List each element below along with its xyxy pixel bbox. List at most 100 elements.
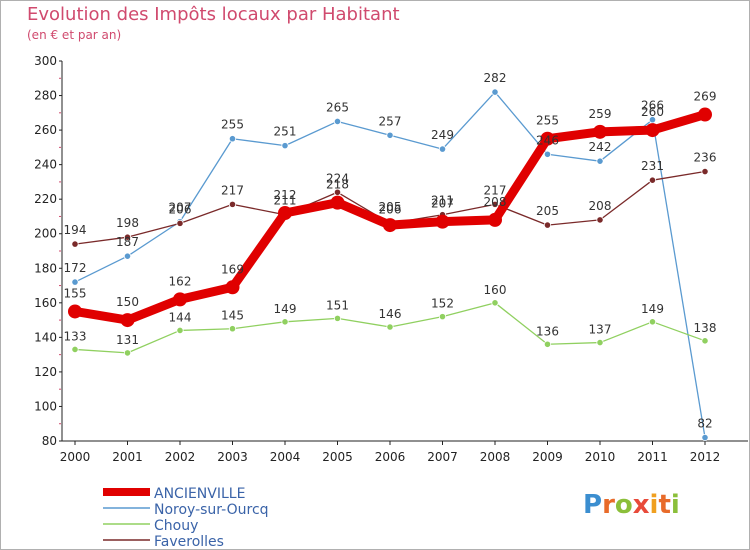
y-tick-label: 280	[34, 89, 57, 103]
data-label: 149	[274, 302, 297, 316]
data-label: 211	[431, 194, 454, 208]
data-label: 160	[484, 283, 507, 297]
data-point	[228, 135, 237, 143]
data-point	[123, 252, 132, 260]
y-tick-label: 260	[34, 123, 57, 137]
logo-letter: r	[602, 490, 615, 520]
data-point	[488, 212, 502, 227]
data-point	[596, 157, 604, 165]
x-tick-label: 2004	[270, 450, 301, 464]
y-tick-label: 140	[34, 330, 57, 344]
y-tick-label: 180	[34, 261, 57, 275]
x-tick-label: 2007	[427, 450, 458, 464]
data-point	[543, 221, 552, 229]
x-tick-label: 2002	[165, 450, 196, 464]
data-point	[176, 326, 184, 335]
data-point	[68, 304, 82, 319]
data-label: 282	[484, 71, 507, 85]
data-label: 259	[589, 107, 612, 121]
data-point	[648, 176, 657, 184]
data-point	[491, 299, 499, 307]
data-label: 162	[169, 274, 192, 288]
legend-label: Noroy-sur-Ourcq	[154, 502, 269, 518]
data-label: 257	[379, 114, 402, 128]
data-label: 82	[697, 417, 712, 431]
data-label: 246	[536, 133, 559, 147]
data-point	[228, 200, 237, 208]
y-tick-label: 300	[34, 54, 57, 68]
logo-letter: P	[583, 490, 603, 520]
data-point	[333, 314, 342, 322]
y-tick-label: 120	[34, 365, 57, 379]
data-point	[173, 292, 187, 307]
data-point	[596, 216, 604, 224]
logo-letter: i	[670, 490, 680, 520]
data-label: 187	[116, 235, 139, 249]
data-point	[701, 433, 709, 442]
data-label: 172	[64, 261, 87, 275]
series-layer	[68, 88, 712, 442]
x-tick-label: 2010	[585, 450, 616, 464]
data-label: 138	[694, 321, 717, 335]
data-label: 255	[536, 114, 559, 128]
data-label: 206	[169, 202, 192, 216]
data-point	[386, 323, 394, 331]
data-point	[438, 313, 447, 321]
data-label: 205	[379, 200, 402, 214]
data-point	[123, 349, 132, 357]
data-label: 231	[641, 159, 664, 173]
data-label: 169	[221, 262, 244, 276]
x-tick-label: 2005	[322, 450, 353, 464]
data-point	[71, 345, 79, 354]
data-point	[278, 206, 292, 220]
x-tick-label: 2009	[532, 450, 563, 464]
data-point	[383, 218, 397, 233]
data-label: 150	[116, 295, 139, 309]
data-label: 137	[589, 323, 612, 337]
data-label: 206	[379, 202, 402, 216]
data-label: 249	[431, 128, 454, 142]
data-point	[435, 214, 450, 229]
data-point	[281, 142, 289, 150]
legend: ANCIENVILLENoroy-sur-OurcqChouyFaverolle…	[103, 486, 269, 550]
data-point	[386, 131, 394, 139]
data-point	[648, 116, 657, 124]
data-label: 194	[64, 223, 87, 237]
legend-label: Faverolles	[154, 534, 224, 550]
data-point	[698, 107, 712, 122]
proxiti-logo: Proxiti	[583, 490, 680, 520]
data-point	[540, 131, 555, 146]
data-label: 207	[169, 201, 192, 215]
data-point	[491, 88, 499, 96]
y-tick-label: 200	[34, 227, 57, 241]
data-label: 133	[64, 329, 87, 343]
data-label: 152	[431, 297, 454, 311]
data-label: 236	[694, 151, 717, 165]
data-point	[281, 318, 289, 326]
data-label: 255	[221, 118, 244, 132]
data-point	[645, 123, 660, 138]
data-label: 212	[274, 188, 297, 202]
data-label: 218	[326, 178, 349, 192]
data-labels-layer: 155 150 162 169 212 218 205 207 208 255 259 260 269 1…	[64, 71, 717, 430]
data-point	[701, 167, 709, 176]
data-point	[648, 318, 657, 326]
data-label: 217	[484, 183, 507, 197]
data-label: 146	[379, 307, 402, 321]
x-tick-label: 2003	[217, 450, 248, 464]
data-point	[596, 338, 604, 347]
y-tick-label: 220	[34, 192, 57, 206]
logo-letter: i	[649, 490, 659, 520]
data-label: 145	[221, 309, 244, 323]
data-label: 198	[116, 216, 139, 230]
legend-label: ANCIENVILLE	[154, 486, 245, 502]
data-label: 205	[536, 204, 559, 218]
y-tick-label: 80	[42, 434, 57, 448]
legend-label: Chouy	[154, 518, 198, 534]
data-point	[593, 124, 607, 139]
data-point	[333, 188, 342, 196]
chart-title: Evolution des Impôts locaux par Habitant	[27, 4, 400, 25]
data-label: 251	[274, 125, 297, 139]
data-label: 266	[641, 99, 664, 113]
